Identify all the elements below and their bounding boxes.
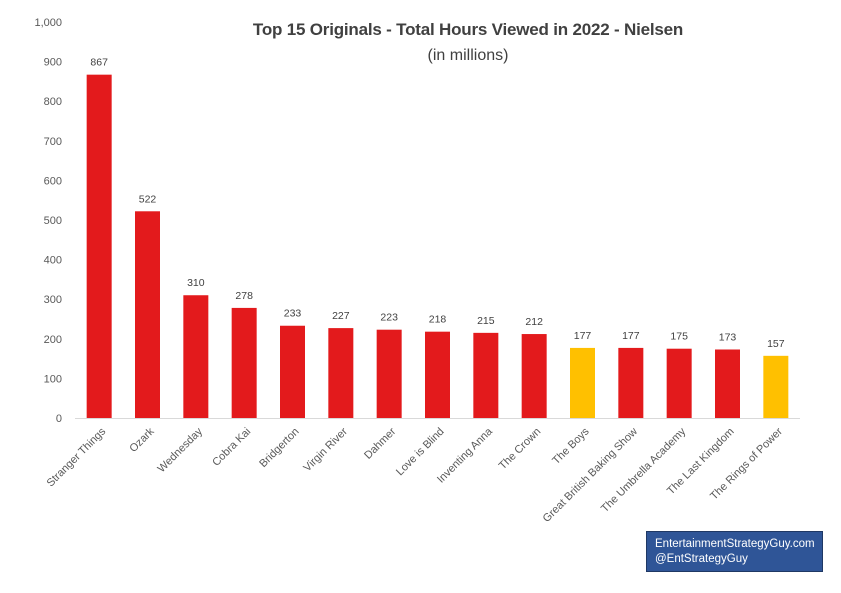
- bar: [376, 329, 402, 418]
- x-tick-label: The Boys: [550, 425, 592, 467]
- y-tick-label: 500: [44, 215, 62, 227]
- y-tick-label: 800: [44, 96, 62, 108]
- bar: [521, 334, 547, 418]
- bar: [280, 325, 305, 418]
- x-tick-label: Dahmer: [362, 425, 398, 461]
- credit-handle: @EntStrategyGuy: [655, 553, 748, 565]
- x-tick-label: Stranger Things: [45, 425, 109, 489]
- bar: [618, 347, 644, 418]
- bar: [425, 331, 450, 418]
- y-tick-label: 0: [56, 413, 62, 425]
- data-labels: 867 522 310 278 233 227 223 218 215 212 177 177 175 1…: [90, 57, 784, 350]
- x-tick-label: Cobra Kai: [210, 426, 253, 469]
- data-label: 177: [574, 330, 592, 342]
- y-tick-label: 600: [44, 175, 62, 187]
- data-label: 233: [284, 308, 302, 320]
- x-tick-label: Ozark: [127, 425, 157, 455]
- data-label: 212: [525, 316, 543, 328]
- y-tick-label: 300: [44, 294, 62, 306]
- credit-box: EntertainmentStrategyGuy.com @EntStrateg…: [646, 531, 823, 572]
- bar: [328, 328, 354, 418]
- x-tick-label: The Umbrella Academy: [599, 425, 689, 515]
- chart-subtitle: (in millions): [427, 47, 509, 64]
- data-label: 157: [767, 338, 785, 350]
- data-label: 177: [622, 330, 640, 342]
- bar: [715, 349, 740, 418]
- data-label: 175: [670, 331, 688, 343]
- data-label: 215: [477, 315, 495, 327]
- bar: [473, 332, 499, 418]
- bar: [183, 295, 209, 418]
- data-label: 227: [332, 310, 350, 322]
- data-label: 278: [235, 290, 253, 302]
- x-tick-label: Wednesday: [156, 425, 206, 475]
- credit-website: EntertainmentStrategyGuy.com: [655, 538, 815, 550]
- x-tick-label: Great British Baking Show: [541, 426, 640, 525]
- x-tick-label: The Crown: [497, 426, 544, 473]
- bar: [231, 307, 257, 418]
- data-label: 173: [719, 331, 737, 343]
- x-tick-label: Bridgerton: [257, 426, 301, 470]
- chart-title: Top 15 Originals - Total Hours Viewed in…: [252, 20, 684, 39]
- data-label: 218: [429, 314, 447, 326]
- y-tick-label: 100: [44, 373, 62, 385]
- bar: [570, 347, 595, 418]
- x-tick-label: Love is Blind: [394, 426, 447, 479]
- bar: [86, 74, 112, 418]
- y-tick-label: 400: [44, 255, 62, 267]
- y-axis: 0 100 200 300 400 500 600 700 800 900 1,000: [34, 17, 62, 425]
- bar: [763, 355, 789, 418]
- y-tick-label: 200: [44, 334, 62, 346]
- data-label: 867: [90, 57, 108, 69]
- x-tick-label: Virgin River: [301, 425, 350, 474]
- bar: [135, 211, 160, 418]
- data-label: 223: [380, 312, 398, 324]
- y-tick-label: 900: [44, 57, 62, 69]
- y-tick-label: 700: [44, 136, 62, 148]
- data-label: 310: [187, 277, 205, 289]
- bar: [666, 348, 692, 418]
- bars: [86, 74, 789, 418]
- data-label: 522: [139, 193, 157, 205]
- y-tick-label: 1,000: [34, 17, 62, 29]
